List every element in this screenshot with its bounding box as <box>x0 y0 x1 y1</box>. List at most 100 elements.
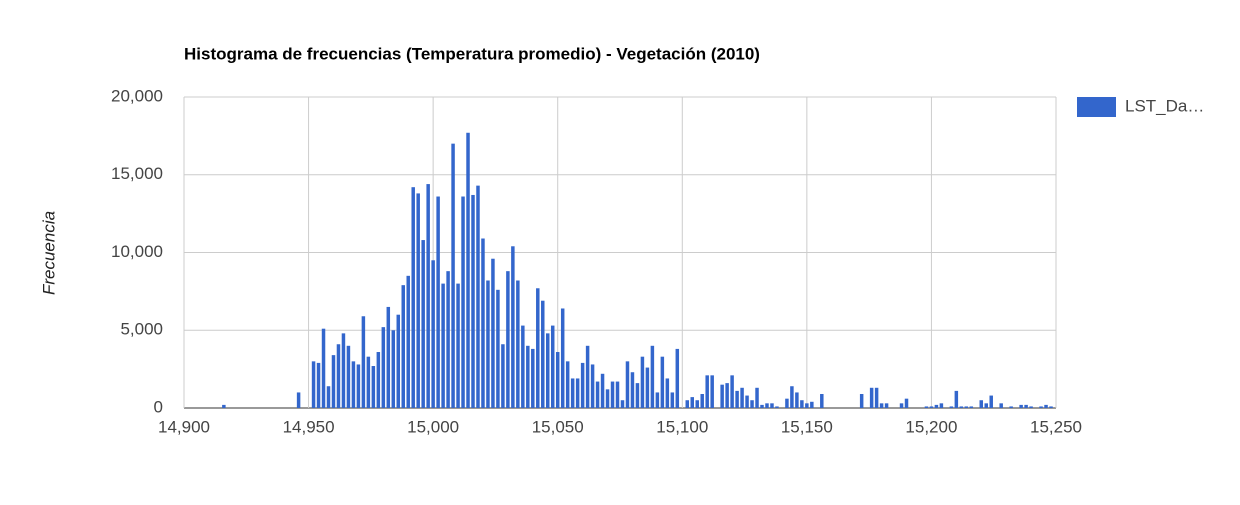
bar <box>1024 404 1028 408</box>
bar <box>879 403 884 408</box>
bar <box>710 375 714 408</box>
bar <box>496 289 500 408</box>
bar <box>670 392 675 408</box>
bar <box>411 187 415 408</box>
bar <box>695 400 699 408</box>
bar <box>859 394 864 408</box>
bar <box>740 387 744 408</box>
bar <box>660 356 665 408</box>
bar <box>565 361 570 408</box>
bar <box>1039 406 1043 408</box>
bar <box>222 404 226 408</box>
bar <box>750 400 754 408</box>
x-tick-label: 15,000 <box>407 417 459 436</box>
bar <box>570 378 575 408</box>
bar <box>929 406 934 408</box>
y-tick-label: 15,000 <box>111 164 163 183</box>
bar <box>446 271 450 408</box>
bar <box>351 361 356 408</box>
bar <box>471 194 475 408</box>
bar <box>590 364 595 408</box>
bar <box>1009 406 1013 408</box>
x-tick-label: 15,100 <box>656 417 708 436</box>
bar <box>431 260 435 408</box>
bar <box>511 246 515 408</box>
legend-label: LST_Da… <box>1125 96 1204 115</box>
bar <box>884 403 889 408</box>
bar <box>735 390 739 408</box>
bar <box>466 132 470 408</box>
bar <box>760 404 764 408</box>
x-tick-label: 15,250 <box>1030 417 1082 436</box>
bar <box>441 283 445 408</box>
bar <box>650 345 655 408</box>
bar <box>625 361 630 408</box>
y-tick-label: 10,000 <box>111 242 163 261</box>
bar <box>336 344 341 408</box>
bar <box>765 403 769 408</box>
bar <box>959 406 964 408</box>
bar <box>1044 404 1048 408</box>
bar <box>640 356 645 408</box>
bar <box>635 383 640 408</box>
bar <box>580 362 585 408</box>
bar <box>630 372 635 408</box>
bar <box>874 387 879 408</box>
bar <box>795 392 799 408</box>
bar <box>376 352 381 408</box>
bar <box>720 384 724 408</box>
bar <box>531 348 535 408</box>
y-axis-title: Frecuencia <box>39 211 58 295</box>
bar <box>361 316 366 408</box>
bar <box>456 283 460 408</box>
x-tick-label: 15,150 <box>781 417 833 436</box>
bar <box>645 367 650 408</box>
bar <box>366 356 371 408</box>
bar <box>501 344 505 408</box>
bar <box>421 240 425 408</box>
bar <box>615 381 620 408</box>
bar <box>820 394 824 408</box>
x-tick-label: 14,950 <box>283 417 335 436</box>
bar <box>775 406 779 408</box>
bar <box>371 366 376 408</box>
bar <box>426 184 430 408</box>
bar <box>620 400 625 408</box>
bar <box>685 400 690 408</box>
bar <box>326 386 331 408</box>
bar <box>610 381 615 408</box>
x-tick-label: 15,050 <box>532 417 584 436</box>
bar <box>346 345 351 408</box>
bar <box>705 375 709 408</box>
bar <box>984 403 988 408</box>
bar <box>481 238 485 408</box>
bar <box>964 406 969 408</box>
bar <box>755 387 759 408</box>
bar <box>506 271 510 408</box>
bar <box>954 390 959 408</box>
bar <box>605 389 610 408</box>
bar <box>899 403 904 408</box>
bar <box>461 196 465 408</box>
bar <box>555 352 560 408</box>
bar <box>536 288 540 408</box>
bar <box>296 392 301 408</box>
bar <box>311 361 316 408</box>
bar <box>600 373 605 408</box>
legend-swatch <box>1077 97 1116 117</box>
bar <box>585 345 590 408</box>
bar <box>999 403 1003 408</box>
bar <box>406 275 410 408</box>
bar <box>969 406 974 408</box>
bar <box>521 325 525 408</box>
bar <box>934 404 939 408</box>
bar <box>805 403 809 408</box>
bar <box>1029 406 1033 408</box>
bar <box>924 406 929 408</box>
bar <box>560 308 565 408</box>
bar <box>486 280 490 408</box>
chart-title: Histograma de frecuencias (Temperatura p… <box>184 44 760 63</box>
bar <box>516 280 520 408</box>
y-tick-label: 0 <box>154 397 163 416</box>
